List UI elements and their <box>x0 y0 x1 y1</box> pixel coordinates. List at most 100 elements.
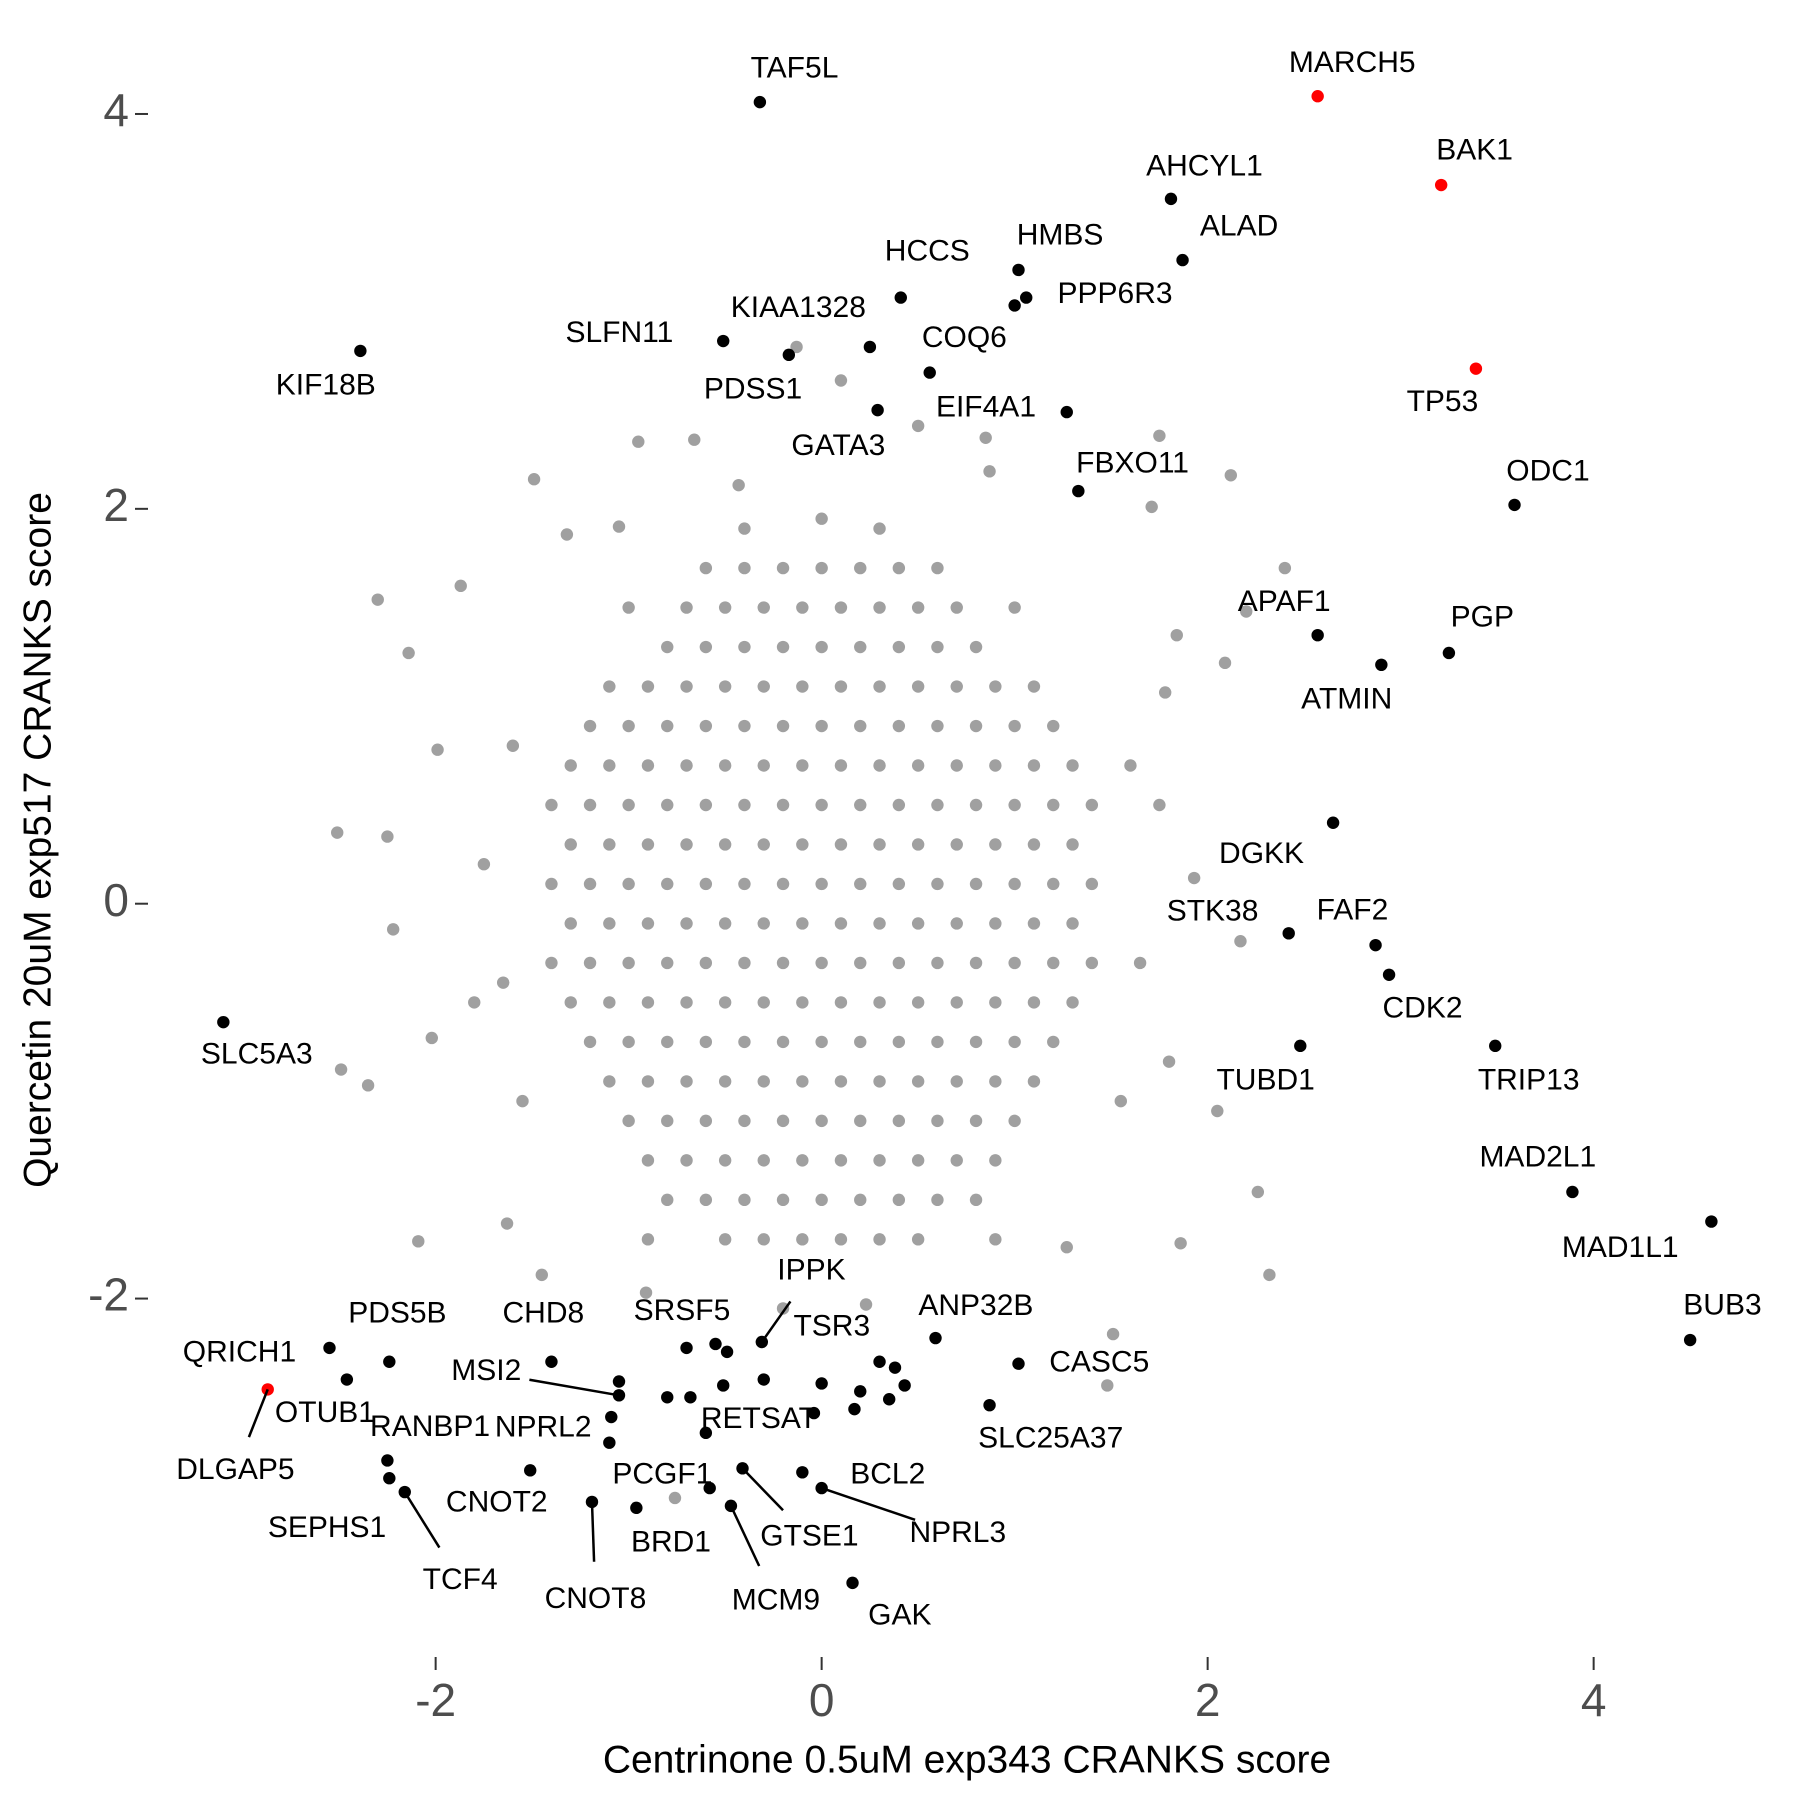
point <box>911 601 925 614</box>
point <box>1311 628 1324 642</box>
point <box>402 646 415 660</box>
point <box>931 719 944 733</box>
point <box>834 680 848 693</box>
point <box>738 956 751 970</box>
point-label: RANBP1 <box>370 1410 490 1443</box>
point-label: KIF18B <box>276 369 376 402</box>
point-label: IPPK <box>777 1254 845 1287</box>
point <box>911 759 925 772</box>
point <box>796 996 809 1009</box>
leader-line <box>247 1388 269 1438</box>
point-label: BRD1 <box>631 1526 711 1559</box>
point <box>834 996 848 1009</box>
point-label: CNOT2 <box>446 1486 548 1519</box>
leader-line <box>821 1486 916 1521</box>
point <box>612 520 626 533</box>
point <box>969 877 983 891</box>
point <box>699 1193 713 1207</box>
point <box>564 838 577 851</box>
point <box>892 1114 906 1128</box>
point <box>776 1035 790 1049</box>
point <box>969 640 983 654</box>
point <box>969 719 983 733</box>
point <box>1008 299 1021 312</box>
point <box>1027 917 1041 930</box>
point <box>989 680 1002 693</box>
point <box>1008 1114 1021 1128</box>
point <box>1047 877 1060 891</box>
point <box>911 838 925 851</box>
point <box>892 1193 906 1207</box>
point <box>718 601 732 614</box>
point <box>699 719 713 733</box>
point <box>699 1114 713 1128</box>
point <box>782 348 796 362</box>
point <box>545 956 558 970</box>
point-label: TP53 <box>1407 385 1479 418</box>
point <box>331 826 344 839</box>
point <box>873 1355 886 1368</box>
point <box>873 1075 886 1088</box>
point <box>815 877 828 891</box>
point-label: SRSF5 <box>634 1294 731 1327</box>
point <box>807 1406 821 1420</box>
point <box>738 1035 751 1049</box>
point <box>873 1233 886 1246</box>
point <box>815 719 828 733</box>
point <box>1012 263 1025 277</box>
point-label: MCM9 <box>732 1584 820 1617</box>
point <box>603 759 616 772</box>
point <box>622 877 635 891</box>
point <box>641 680 655 693</box>
point <box>931 1193 944 1207</box>
point <box>757 1154 770 1167</box>
point <box>931 1035 944 1049</box>
point <box>603 917 616 930</box>
point <box>790 340 803 354</box>
point <box>1294 1039 1307 1053</box>
point-label: BAK1 <box>1436 134 1513 167</box>
point <box>323 1341 336 1355</box>
point <box>979 431 992 444</box>
point-label: TCF4 <box>423 1563 498 1596</box>
point <box>834 1075 848 1088</box>
point <box>527 473 541 486</box>
point <box>1027 680 1041 693</box>
point-label: NPRL3 <box>909 1516 1006 1549</box>
point <box>668 1491 682 1505</box>
point <box>931 1114 944 1128</box>
point <box>834 759 848 772</box>
point <box>834 917 848 930</box>
point <box>815 798 828 812</box>
point <box>738 1114 751 1128</box>
point <box>983 1398 996 1412</box>
point <box>622 956 635 970</box>
point <box>545 1355 558 1368</box>
point-label: NPRL2 <box>495 1410 592 1443</box>
point <box>717 334 730 348</box>
point <box>1434 178 1448 192</box>
point <box>950 759 963 772</box>
point <box>950 1154 963 1167</box>
point <box>583 956 597 970</box>
point <box>757 996 770 1009</box>
point <box>680 1075 693 1088</box>
point <box>834 1154 848 1167</box>
point <box>898 1379 911 1392</box>
point-label: SLFN11 <box>565 316 673 349</box>
point-label: ODC1 <box>1506 455 1589 488</box>
point <box>796 1466 809 1479</box>
point-label: MAD2L1 <box>1479 1140 1596 1173</box>
point <box>718 1075 732 1088</box>
point <box>454 579 467 593</box>
point <box>1174 1237 1187 1250</box>
point <box>717 1379 730 1392</box>
point <box>477 858 491 871</box>
point-label: CHD8 <box>503 1296 585 1329</box>
point <box>718 838 732 851</box>
point <box>1027 759 1041 772</box>
point <box>796 838 809 851</box>
point <box>753 95 767 109</box>
point <box>1012 1357 1025 1370</box>
point <box>873 522 886 535</box>
